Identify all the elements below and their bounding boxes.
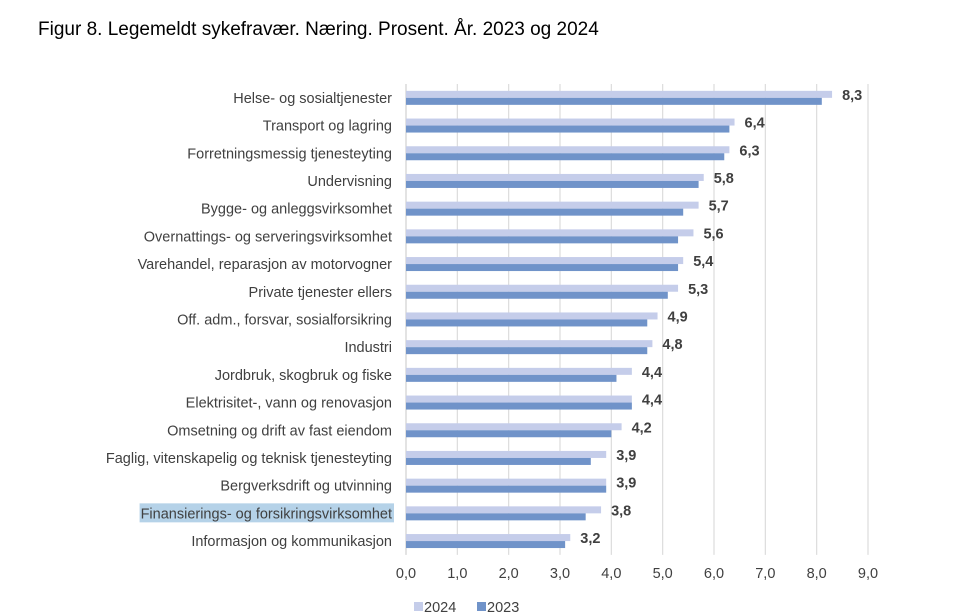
category-label: Bygge- og anleggsvirksomhet bbox=[201, 202, 392, 218]
data-label: 3,9 bbox=[616, 448, 636, 464]
legend-label: 2024 bbox=[424, 600, 456, 616]
category-label: Jordbruk, skogbruk og fiske bbox=[215, 368, 392, 384]
bar-2023 bbox=[406, 291, 668, 299]
data-label: 4,2 bbox=[632, 420, 652, 436]
bar-2023 bbox=[406, 430, 612, 438]
x-tick-label: 3,0 bbox=[550, 566, 570, 582]
chart-title: Figur 8. Legemeldt sykefravær. Næring. P… bbox=[38, 19, 599, 40]
bar-2023 bbox=[406, 347, 648, 355]
bar-2024 bbox=[406, 201, 699, 209]
data-label: 4,4 bbox=[642, 365, 662, 381]
data-label: 3,2 bbox=[580, 531, 600, 547]
bar-2023 bbox=[406, 236, 679, 244]
x-tick-label: 0,0 bbox=[396, 566, 416, 582]
category-label: Industri bbox=[344, 340, 392, 356]
category-label: Overnattings- og serveringsvirksomhet bbox=[144, 229, 392, 245]
x-tick-label: 5,0 bbox=[653, 566, 673, 582]
bar-2023 bbox=[406, 264, 679, 272]
category-label: Elektrisitet-, vann og renovasjon bbox=[186, 396, 392, 412]
x-tick-label: 6,0 bbox=[704, 566, 724, 582]
category-label: Helse- og sosialtjenester bbox=[233, 91, 392, 107]
bar-2023 bbox=[406, 208, 684, 216]
bar-2024 bbox=[406, 367, 632, 375]
bar-2024 bbox=[406, 340, 653, 348]
bar-2023 bbox=[406, 513, 586, 521]
data-label: 5,6 bbox=[703, 226, 723, 242]
category-label: Finansierings- og forsikringsvirksomhet bbox=[141, 506, 392, 522]
data-label: 4,9 bbox=[668, 309, 688, 325]
bar-2023 bbox=[406, 374, 617, 382]
category-highlight bbox=[139, 503, 394, 523]
data-label: 6,4 bbox=[745, 116, 765, 132]
category-label: Off. adm., forsvar, sosialforsikring bbox=[177, 312, 392, 328]
bar-2024 bbox=[406, 506, 602, 514]
legend-swatch-2024 bbox=[414, 602, 423, 611]
bar-2023 bbox=[406, 457, 591, 465]
bar-2024 bbox=[406, 312, 658, 320]
bar-2023 bbox=[406, 180, 699, 188]
category-label: Transport og lagring bbox=[263, 119, 392, 135]
bar-2023 bbox=[406, 153, 725, 161]
bar-2023 bbox=[406, 319, 648, 327]
data-label: 5,4 bbox=[693, 254, 713, 270]
x-tick-label: 4,0 bbox=[601, 566, 621, 582]
data-label: 4,4 bbox=[642, 393, 662, 409]
data-label: 6,3 bbox=[739, 143, 759, 159]
category-label: Varehandel, reparasjon av motorvogner bbox=[138, 257, 393, 273]
bar-2024 bbox=[406, 146, 730, 154]
bar-2024 bbox=[406, 173, 704, 181]
bar-2023 bbox=[406, 97, 822, 105]
bar-2024 bbox=[406, 118, 735, 126]
category-label: Faglig, vitenskapelig og teknisk tjenest… bbox=[106, 451, 392, 467]
bar-2024 bbox=[406, 534, 571, 542]
category-label: Forretningsmessig tjenesteyting bbox=[187, 146, 392, 162]
bar-2023 bbox=[406, 485, 607, 493]
x-tick-label: 2,0 bbox=[499, 566, 519, 582]
category-label: Informasjon og kommunikasjon bbox=[191, 534, 392, 550]
data-label: 5,8 bbox=[714, 171, 734, 187]
category-label: Private tjenester ellers bbox=[249, 285, 392, 301]
category-label: Undervisning bbox=[307, 174, 392, 190]
bar-2023 bbox=[406, 541, 566, 549]
bar-2024 bbox=[406, 395, 632, 403]
bar-2024 bbox=[406, 478, 607, 486]
bar-2023 bbox=[406, 402, 632, 410]
bar-2024 bbox=[406, 90, 833, 98]
data-label: 8,3 bbox=[842, 88, 862, 104]
data-label: 3,8 bbox=[611, 503, 631, 519]
bar-2024 bbox=[406, 423, 622, 431]
bar-2024 bbox=[406, 450, 607, 458]
bar-2024 bbox=[406, 229, 694, 237]
bar-2024 bbox=[406, 284, 679, 292]
bar-2024 bbox=[406, 257, 684, 265]
x-tick-label: 1,0 bbox=[447, 566, 467, 582]
x-tick-label: 7,0 bbox=[755, 566, 775, 582]
x-tick-label: 8,0 bbox=[807, 566, 827, 582]
data-label: 4,8 bbox=[662, 337, 682, 353]
legend-swatch-2023 bbox=[477, 602, 486, 611]
category-label: Omsetning og drift av fast eiendom bbox=[167, 423, 392, 439]
data-label: 5,7 bbox=[709, 199, 729, 215]
data-label: 3,9 bbox=[616, 476, 636, 492]
data-label: 5,3 bbox=[688, 282, 708, 298]
legend-label: 2023 bbox=[487, 600, 519, 616]
category-label: Bergverksdrift og utvinning bbox=[220, 479, 392, 495]
x-tick-label: 9,0 bbox=[858, 566, 878, 582]
bar-2023 bbox=[406, 125, 730, 133]
